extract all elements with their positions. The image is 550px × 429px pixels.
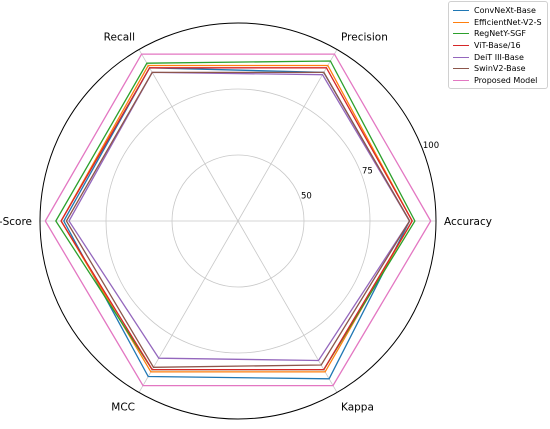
series-regnety-sgf: [55, 60, 416, 371]
legend-swatch: [453, 56, 469, 58]
legend-swatch: [453, 79, 469, 81]
radar-grid: [39, 22, 437, 420]
spoke-precision: [237, 49, 338, 222]
grid-circle-50: [171, 154, 305, 288]
axis-label-mcc: MCC: [111, 401, 135, 413]
legend-swatch: [453, 10, 469, 12]
legend-item: RegNetY-SGF: [453, 28, 543, 40]
spoke-recall: [138, 49, 239, 222]
legend-item: ViT-Base/16: [453, 40, 543, 52]
legend-item: SwinV2-Base: [453, 63, 543, 75]
axis-label-f1-score: F1-Score: [0, 216, 32, 228]
legend: ConvNeXt-Base EfficientNet-V2-S RegNetY-SG…: [448, 1, 548, 89]
axis-label-kappa: Kappa: [341, 401, 374, 413]
axis-label-accuracy: Accuracy: [444, 216, 492, 228]
spoke-kappa: [237, 220, 338, 393]
legend-label: Proposed Model: [474, 75, 538, 85]
series-deit-iii-base: [68, 71, 411, 362]
outer-boundary: [39, 22, 437, 420]
radar-labels: 50 75 100 Accuracy Precision Recall F1-Score MC…: [0, 32, 492, 414]
axis-label-precision: Precision: [341, 32, 388, 44]
spoke-mcc: [138, 220, 239, 393]
series-vit-base-16: [60, 67, 413, 371]
legend-swatch: [453, 33, 469, 35]
legend-item: DeiT III-Base: [453, 51, 543, 63]
legend-label: ViT-Base/16: [474, 41, 521, 51]
legend-swatch: [453, 68, 469, 70]
radar-series: [44, 53, 432, 387]
legend-item: EfficientNet-V2-S: [453, 17, 543, 29]
grid-circle-75: [105, 88, 371, 354]
legend-item: ConvNeXt-Base: [453, 5, 543, 17]
legend-label: SwinV2-Base: [474, 64, 526, 74]
tick-label-75: 75: [362, 167, 373, 177]
tick-label-50: 50: [301, 192, 312, 202]
legend-swatch: [453, 21, 469, 23]
legend-label: RegNetY-SGF: [474, 29, 526, 39]
legend-item: Proposed Model: [453, 75, 543, 87]
legend-label: ConvNeXt-Base: [474, 6, 536, 16]
legend-label: EfficientNet-V2-S: [474, 17, 542, 27]
tick-label-100: 100: [423, 141, 439, 151]
legend-label: DeiT III-Base: [474, 52, 524, 62]
series-swinv2-base: [65, 71, 411, 368]
legend-swatch: [453, 45, 469, 47]
axis-label-recall: Recall: [104, 32, 135, 44]
series-proposed-model: [44, 53, 432, 387]
